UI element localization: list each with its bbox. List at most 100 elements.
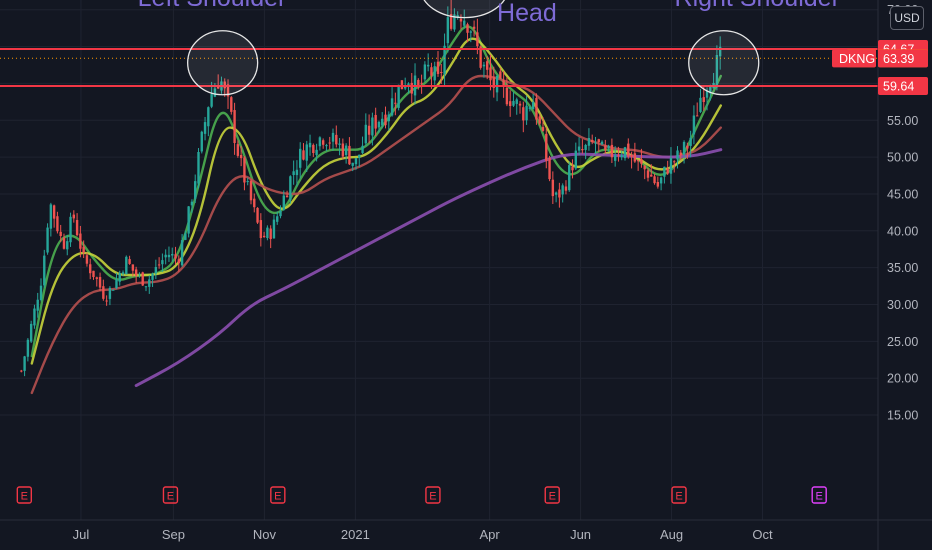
candle-body [397,84,400,108]
candle-body [66,241,69,250]
candle-body [164,254,167,258]
candle-body [522,107,525,121]
candle-body [623,147,627,159]
candle-body [43,255,46,286]
candle-body [535,97,538,120]
earnings-marker[interactable] [544,486,560,504]
candle-body [318,137,322,147]
candle-body [384,114,387,126]
earnings-marker-label: E [429,491,436,503]
candle-body [453,14,456,30]
candle-body [574,150,578,169]
candle-body [23,356,26,371]
candle-body [223,81,226,89]
candle-body [302,150,305,160]
candle-body [108,287,112,299]
candle-body [128,259,131,264]
candle-body [440,72,443,74]
earnings-marker-label: E [549,491,556,503]
candle-body [604,145,607,151]
earnings-marker[interactable] [811,486,827,504]
earnings-marker[interactable] [270,486,286,504]
earnings-marker[interactable] [425,486,441,504]
candle-body [390,98,394,116]
highlight-ellipse[interactable] [420,0,508,19]
candle-body [295,169,299,176]
candle-body [62,237,66,249]
candle-body [29,323,33,342]
candle-body [456,15,459,18]
candle-body [312,144,315,154]
candle-body [472,26,476,29]
candle-body [325,145,328,147]
candle-body [663,166,666,177]
price-tick-label: 30.00 [887,298,918,312]
candle-body [686,145,689,149]
candle-body [364,124,368,144]
candle-body [459,18,463,22]
candle-body [551,179,555,197]
candle-body [269,228,272,240]
highlight-ellipse[interactable] [187,30,259,96]
candle-body [197,152,200,184]
candle-body [272,219,276,239]
time-axis[interactable]: Jul Sep Nov 2021 Apr Jun Aug Oct [0,519,932,542]
annotation-label[interactable]: Head [497,0,557,27]
candle-body [233,110,236,143]
candle-body [82,246,85,253]
candle-body [377,121,381,128]
candle-body [230,97,233,112]
candle-body [262,235,266,238]
candle-body [151,273,154,280]
candle-body [479,46,482,68]
candle-body [85,255,89,264]
currency-button[interactable]: USD [890,6,924,30]
candle-body [495,75,499,93]
candle-body [469,31,473,33]
candle-body [476,32,479,47]
candle-body [79,233,82,249]
candle-body [210,94,213,107]
candle-body [69,216,72,243]
candle-body [381,118,384,126]
candle-body [653,176,656,184]
candle-body [282,195,285,210]
candle-body [407,83,410,87]
pattern-overlays[interactable]: Left Shoulder Head Right Shoulder [138,0,840,96]
horizontal-levels[interactable] [0,0,878,88]
candle-body [561,185,564,195]
candle-body [253,198,256,208]
earnings-marker[interactable] [16,486,33,504]
candle-body [636,160,640,162]
candle-body [59,231,62,237]
candle-body [33,308,36,326]
highlight-ellipse[interactable] [688,30,760,96]
candle-body [141,272,144,286]
candle-body [466,24,469,33]
candle-body [443,45,446,75]
price-tick-label: 15.00 [887,409,918,423]
annotation-label[interactable]: Right Shoulder [675,0,840,12]
candle-body [226,84,230,97]
candle-body [49,204,53,229]
candle-body [433,66,436,81]
candle-body [387,114,390,122]
candle-body [344,145,348,156]
annotation-label[interactable]: Left Shoulder [138,0,287,12]
candle-body [338,143,341,145]
candle-body [446,17,450,44]
candle-body [328,142,331,144]
candle-body [276,216,279,222]
earnings-marker[interactable] [671,486,687,504]
candle-body [305,144,308,161]
candle-body [587,137,591,146]
candle-body [699,97,702,112]
candle-body [679,152,682,156]
candle-body [351,162,354,166]
earnings-marker[interactable] [162,486,179,504]
candle-body [289,176,292,201]
candle-body [650,174,653,177]
time-tick-label: Nov [253,527,277,542]
